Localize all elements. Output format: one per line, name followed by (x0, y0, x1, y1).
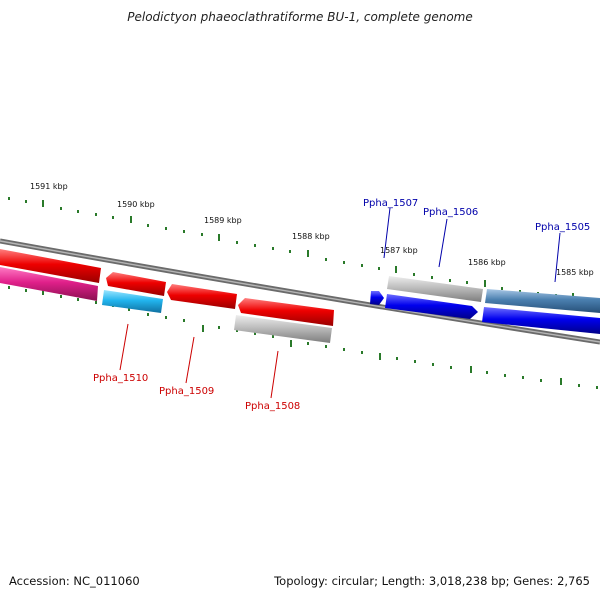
gene-grey-ppha1507 (387, 276, 483, 302)
gene-magenta-left (0, 267, 98, 301)
gene-steelblue-ppha1505 (485, 289, 600, 313)
gene-label-ppha1506: Ppha_1506 (423, 207, 478, 218)
gene-grey-ppha1508-inner (234, 315, 332, 343)
scale-label-1588: 1588 kbp (292, 232, 330, 241)
scale-label-1589: 1589 kbp (204, 216, 242, 225)
scale-label-1590: 1590 kbp (117, 200, 155, 209)
topology-text: Topology: circular; Length: 3,018,238 bp… (274, 574, 590, 588)
label-leaders (119, 207, 561, 399)
scale-label-1585: 1585 kbp (556, 268, 594, 277)
gene-blue-right (482, 307, 600, 334)
gene-label-ppha1507: Ppha_1507 (363, 198, 418, 209)
scale-label-1591: 1591 kbp (30, 182, 68, 191)
gene-blue-small-arrow (370, 291, 384, 305)
scale-label-1587: 1587 kbp (380, 246, 418, 255)
gene-label-ppha1508: Ppha_1508 (245, 401, 300, 412)
gene-cyan-ppha1510 (102, 290, 163, 313)
genome-backbone-highlight (0, 240, 600, 343)
gene-red-ppha1510-region (106, 272, 166, 296)
accession-text: Accession: NC_011060 (9, 574, 140, 588)
inner-scale-ticks (8, 286, 598, 389)
gene-red-ppha1508 (238, 298, 334, 326)
gene-label-ppha1505: Ppha_1505 (535, 222, 590, 233)
scale-label-1586: 1586 kbp (468, 258, 506, 267)
gene-label-ppha1510: Ppha_1510 (93, 373, 148, 384)
gene-red-left-forward (0, 249, 101, 283)
gene-red-ppha1509 (167, 284, 237, 309)
gene-blue-ppha1506 (385, 294, 478, 319)
gene-label-ppha1509: Ppha_1509 (159, 386, 214, 397)
map-title: Pelodictyon phaeoclathratiforme BU-1, co… (127, 10, 473, 24)
